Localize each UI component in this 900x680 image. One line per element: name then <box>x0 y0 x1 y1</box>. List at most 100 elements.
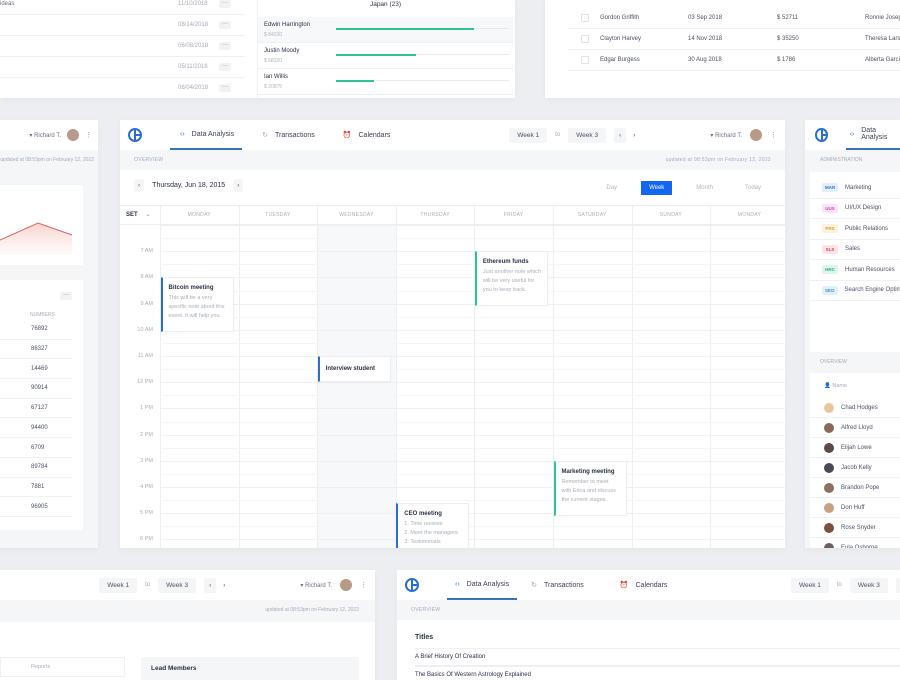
week-from-select[interactable]: Week 1 <box>509 127 548 143</box>
table-row[interactable]: 96905 <box>0 497 72 517</box>
row-number: 96905 <box>31 503 48 510</box>
view-month-button[interactable]: Month <box>696 185 713 191</box>
more-vertical-icon[interactable]: ⋮ <box>770 132 777 139</box>
table-row[interactable]: 05/11/2018 ··· <box>0 57 245 78</box>
tab-data-analysis[interactable]: ‹› Data Analysis <box>447 570 518 600</box>
department-item[interactable]: PRS Public Relations <box>810 219 900 240</box>
table-row[interactable]: 94400 <box>0 419 72 439</box>
user-menu[interactable]: ▾ Richard T. <box>29 132 61 139</box>
person-row[interactable]: Eula Osborne <box>810 538 900 548</box>
calendar-grid: SET ⌄ MONDAY TUESDAY WEDNESDAY THURSDAY FRID… <box>120 205 785 548</box>
member-row[interactable]: Justin Moody $ 68320 <box>258 43 513 69</box>
table-row[interactable]: ideas 11/10/2018 ··· <box>0 0 245 15</box>
table-row[interactable]: 76892 <box>0 320 72 340</box>
table-row[interactable]: 86327 <box>0 340 72 360</box>
table-row[interactable]: 89784 <box>0 458 72 478</box>
table-row[interactable]: 67127 <box>0 399 72 419</box>
more-vertical-icon[interactable]: ⋮ <box>85 132 92 139</box>
more-button[interactable]: ··· <box>219 63 231 71</box>
logo-icon[interactable] <box>128 128 142 142</box>
person-row[interactable]: Jacob Kelly <box>810 458 900 478</box>
tab-data-analysis[interactable]: ‹› Data Analysis <box>170 120 243 150</box>
row-checkbox[interactable] <box>581 56 589 64</box>
tab-calendars[interactable]: ⏰ Calendars <box>612 570 676 600</box>
week-to-select[interactable]: Week 3 <box>158 577 197 593</box>
prev-week-button[interactable]: ‹ <box>204 577 217 593</box>
prev-day-button[interactable]: ‹ <box>134 179 145 192</box>
view-day-button[interactable]: Day <box>606 185 618 191</box>
tab-calendars[interactable]: ⏰ Calendars <box>335 120 399 150</box>
more-vertical-icon[interactable]: ⋮ <box>360 582 367 589</box>
next-day-button[interactable]: › <box>233 179 244 192</box>
department-label: Sales <box>845 246 861 253</box>
calendar-event[interactable]: Bitcoin meeting This will be a very speci… <box>160 277 234 333</box>
day-header: TUESDAY <box>265 212 291 218</box>
department-item[interactable]: HRC Human Resources <box>810 260 900 281</box>
logo-icon[interactable] <box>815 128 828 142</box>
table-row[interactable]: 14469 <box>0 359 72 380</box>
reports-tab[interactable]: Reports <box>0 657 125 677</box>
table-row[interactable]: 90914 <box>0 379 72 399</box>
view-week-button[interactable]: Week <box>641 181 673 195</box>
more-button[interactable]: ··· <box>60 292 72 300</box>
table-row[interactable]: Gordon Griffith 03 Sep 2018 $ 52711 Ronnie … <box>567 8 900 29</box>
person-row[interactable]: Don Huff <box>810 498 900 518</box>
title-row[interactable]: The Basics Of Western Astrology Explaine… <box>415 666 900 680</box>
calendar-event[interactable]: CEO meeting 1. Time reviews 2. Meet the m… <box>396 502 470 548</box>
avatar[interactable] <box>340 579 352 591</box>
progress-bar <box>336 79 509 82</box>
department-item[interactable]: SEO Search Engine Optimization <box>810 281 900 301</box>
person-row[interactable]: Rose Snyder <box>810 518 900 538</box>
next-week-button[interactable]: › <box>218 577 231 593</box>
row-checkbox[interactable] <box>581 35 589 43</box>
week-from-select[interactable]: Week 1 <box>790 577 829 593</box>
tab-data-analysis[interactable]: ‹› Data Analysis <box>845 120 900 150</box>
person-row[interactable]: Chad Hodges <box>810 398 900 418</box>
calendar-event[interactable]: Interview student <box>317 356 391 383</box>
person-row[interactable]: Brandon Pope <box>810 478 900 498</box>
member-amount: $ 84230 <box>264 32 283 38</box>
avatar[interactable] <box>67 129 79 141</box>
avatar <box>824 522 834 533</box>
lead-members-title: Lead Members <box>141 657 359 680</box>
person-row[interactable]: Elijah Lowe <box>810 438 900 458</box>
view-today-button[interactable]: Today <box>744 185 761 191</box>
name-column-header[interactable]: 👤 Name <box>824 383 848 389</box>
department-item[interactable]: UUX UI/UX Design <box>810 199 900 219</box>
table-row[interactable]: Clayton Harvey 14 Nov 2018 $ 35250 Theresa … <box>567 29 900 50</box>
prev-week-button[interactable]: ‹ <box>895 577 900 593</box>
set-dropdown[interactable]: SET ⌄ <box>126 212 151 218</box>
next-week-button[interactable]: › <box>628 127 641 143</box>
more-button[interactable]: ··· <box>219 21 231 29</box>
week-from-select[interactable]: Week 1 <box>99 577 138 593</box>
prev-week-button[interactable]: ‹ <box>614 127 627 143</box>
more-button[interactable]: ··· <box>219 42 231 50</box>
calendar-event[interactable]: Ethereum funds Just another note which wi… <box>474 251 548 307</box>
member-row[interactable]: Ian Willis $ 20875 <box>258 69 513 95</box>
row-person: Ronnie Joseph <box>865 15 900 21</box>
member-row[interactable]: Edwin Harrington $ 84230 <box>258 17 513 43</box>
more-button[interactable]: ··· <box>219 84 231 92</box>
refresh-icon: ↻ <box>531 582 537 589</box>
table-row[interactable]: 08/14/2018 ··· <box>0 15 245 36</box>
more-button[interactable]: ··· <box>219 0 231 8</box>
row-checkbox[interactable] <box>581 14 589 22</box>
person-row[interactable]: Alfred Lloyd <box>810 418 900 438</box>
table-row[interactable]: Edgar Burgess 30 Aug 2018 $ 1786 Alberta Ga… <box>567 50 900 71</box>
table-row[interactable]: 7881 <box>0 478 72 498</box>
table-row[interactable]: 06/08/2018 ··· <box>0 36 245 57</box>
user-menu[interactable]: ▾ Richard T. <box>300 582 332 589</box>
user-menu[interactable]: ▾ Richard T. <box>710 132 742 139</box>
tab-transactions[interactable]: ↻ Transactions <box>523 570 592 600</box>
department-item[interactable]: MAR Marketing <box>810 178 900 199</box>
week-to-select[interactable]: Week 3 <box>568 127 607 143</box>
department-item[interactable]: SLS Sales <box>810 240 900 260</box>
table-row[interactable]: 6709 <box>0 438 72 458</box>
calendar-event[interactable]: Marketing meeting Remember to meet with E… <box>553 460 627 516</box>
logo-icon[interactable] <box>405 578 419 592</box>
avatar[interactable] <box>750 129 762 141</box>
table-row[interactable]: 06/04/2018 ··· <box>0 78 245 98</box>
tab-transactions[interactable]: ↻ Transactions <box>254 120 323 150</box>
week-to-select[interactable]: Week 3 <box>849 577 888 593</box>
title-row[interactable]: A Brief History Of Creation <box>415 648 900 666</box>
